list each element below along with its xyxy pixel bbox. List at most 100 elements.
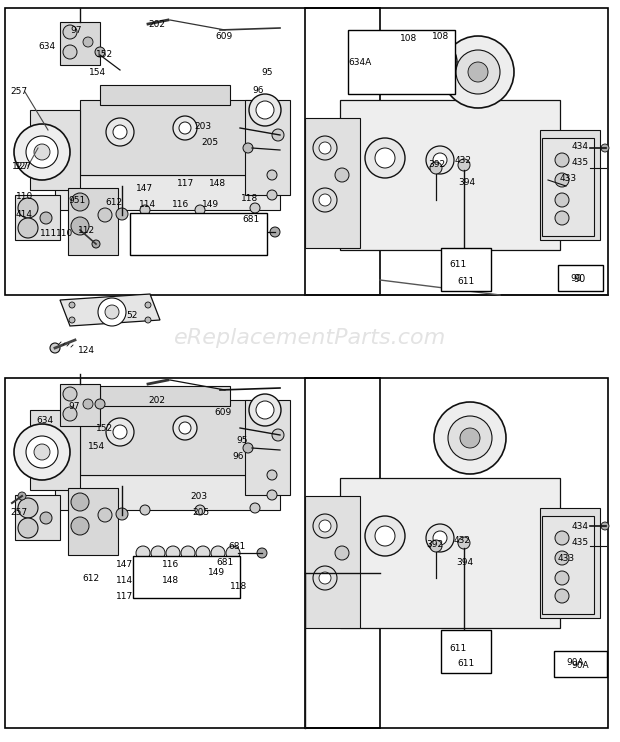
Circle shape — [98, 208, 112, 222]
Text: 257: 257 — [10, 87, 27, 96]
Text: 97: 97 — [70, 26, 81, 35]
Text: 681: 681 — [217, 558, 234, 567]
Circle shape — [319, 572, 331, 584]
Circle shape — [63, 45, 77, 59]
Text: 116: 116 — [162, 560, 179, 569]
Circle shape — [365, 138, 405, 178]
Circle shape — [71, 217, 89, 235]
Circle shape — [18, 498, 38, 518]
Text: 203: 203 — [194, 122, 211, 131]
Polygon shape — [60, 22, 100, 65]
Text: 433: 433 — [558, 554, 575, 563]
Text: 95: 95 — [261, 68, 273, 77]
Circle shape — [151, 225, 165, 239]
Polygon shape — [80, 100, 260, 175]
Circle shape — [195, 205, 205, 215]
Circle shape — [98, 508, 112, 522]
Circle shape — [365, 516, 405, 556]
Text: 634: 634 — [36, 416, 53, 425]
Text: 127: 127 — [12, 162, 29, 171]
Circle shape — [211, 546, 225, 560]
Circle shape — [71, 517, 89, 535]
Circle shape — [241, 225, 255, 239]
Circle shape — [433, 153, 447, 167]
Polygon shape — [540, 130, 600, 240]
Polygon shape — [80, 400, 260, 475]
Polygon shape — [340, 100, 560, 250]
Circle shape — [83, 37, 93, 47]
Text: 117: 117 — [116, 592, 133, 601]
Circle shape — [69, 317, 75, 323]
Text: 634: 634 — [38, 42, 55, 51]
Circle shape — [71, 193, 89, 211]
Bar — [5, 8, 380, 295]
Circle shape — [18, 198, 38, 218]
Circle shape — [18, 218, 38, 238]
Text: 434: 434 — [572, 522, 589, 531]
Text: 609: 609 — [214, 408, 231, 417]
Circle shape — [319, 520, 331, 532]
Polygon shape — [15, 195, 60, 240]
Text: 611: 611 — [458, 277, 475, 286]
Text: 634A: 634A — [348, 58, 371, 67]
Text: 681: 681 — [228, 542, 246, 551]
Circle shape — [319, 194, 331, 206]
Text: 432: 432 — [455, 156, 472, 165]
Circle shape — [272, 129, 284, 141]
Polygon shape — [55, 175, 280, 210]
Text: 951: 951 — [68, 196, 86, 205]
Circle shape — [179, 122, 191, 134]
Circle shape — [40, 512, 52, 524]
Text: 108: 108 — [432, 32, 449, 41]
Circle shape — [106, 118, 134, 146]
Circle shape — [601, 144, 609, 152]
Circle shape — [249, 94, 281, 126]
Text: 203: 203 — [190, 492, 207, 501]
Circle shape — [179, 422, 191, 434]
Text: 432: 432 — [454, 536, 471, 545]
Circle shape — [211, 225, 225, 239]
Circle shape — [448, 416, 492, 460]
Circle shape — [105, 305, 119, 319]
Circle shape — [555, 211, 569, 225]
Circle shape — [270, 227, 280, 237]
Polygon shape — [305, 118, 360, 248]
Text: 152: 152 — [96, 424, 113, 433]
Circle shape — [425, 52, 445, 72]
Text: 205: 205 — [192, 508, 209, 517]
Text: 414: 414 — [16, 210, 33, 219]
Circle shape — [226, 546, 240, 560]
Text: 148: 148 — [209, 179, 226, 188]
Circle shape — [71, 493, 89, 511]
Polygon shape — [542, 138, 594, 236]
Circle shape — [319, 142, 331, 154]
Circle shape — [555, 173, 569, 187]
Text: 257: 257 — [10, 508, 27, 517]
Circle shape — [173, 116, 197, 140]
Text: 90: 90 — [570, 274, 582, 283]
Text: 117: 117 — [177, 179, 194, 188]
Circle shape — [95, 399, 105, 409]
Polygon shape — [30, 110, 80, 190]
Circle shape — [95, 47, 105, 57]
Circle shape — [140, 205, 150, 215]
Text: 394: 394 — [456, 558, 473, 567]
Circle shape — [85, 203, 95, 213]
Circle shape — [460, 428, 480, 448]
Circle shape — [433, 531, 447, 545]
Circle shape — [145, 317, 151, 323]
Circle shape — [267, 470, 277, 480]
Circle shape — [196, 546, 210, 560]
Circle shape — [249, 394, 281, 426]
Circle shape — [173, 416, 197, 440]
Circle shape — [555, 531, 569, 545]
Polygon shape — [100, 386, 230, 406]
Polygon shape — [245, 100, 290, 195]
Circle shape — [360, 45, 380, 65]
Polygon shape — [68, 188, 118, 255]
Text: 118: 118 — [241, 194, 259, 203]
Circle shape — [250, 503, 260, 513]
Text: 148: 148 — [162, 576, 179, 585]
Polygon shape — [30, 410, 80, 490]
Circle shape — [181, 546, 195, 560]
